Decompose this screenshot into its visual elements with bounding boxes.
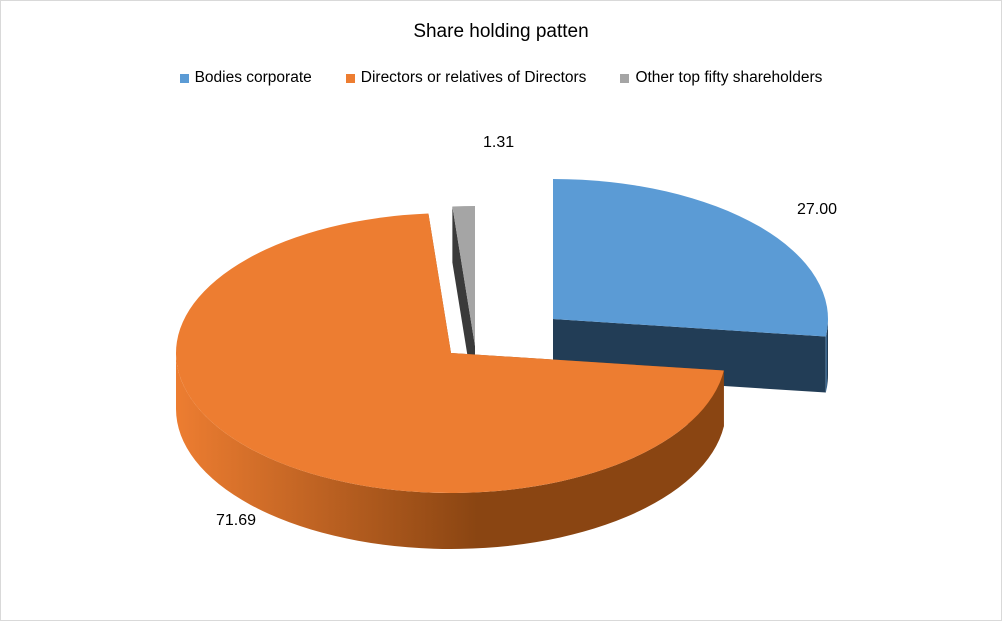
legend-label-directors: Directors or relatives of Directors bbox=[360, 69, 587, 86]
legend-entry-bodies-corporate: Bodies corporate bbox=[179, 69, 312, 87]
pie-slice-side-directors bbox=[176, 353, 724, 549]
pie-slice-bodies-corporate bbox=[553, 179, 828, 337]
data-label-directors: 71.69 bbox=[216, 512, 256, 529]
legend-label-other-top-fifty: Other top fifty shareholders bbox=[635, 69, 823, 86]
data-label-other-top-fifty: 1.31 bbox=[483, 134, 514, 151]
pie-slice-wall-other-top-fifty-0 bbox=[452, 206, 475, 402]
chart-title: Share holding patten bbox=[413, 21, 589, 42]
legend: Bodies corporate Directors or relatives … bbox=[1, 69, 1001, 87]
data-label-bodies-corporate: 27.00 bbox=[797, 201, 837, 218]
legend-swatch-directors bbox=[345, 73, 355, 83]
pie-slice-side-bodies-corporate bbox=[825, 319, 828, 393]
legend-entry-directors: Directors or relatives of Directors bbox=[345, 69, 587, 87]
legend-label-bodies-corporate: Bodies corporate bbox=[194, 69, 312, 86]
pie-slice-directors bbox=[176, 213, 724, 494]
pie-slice-other-top-fifty bbox=[452, 206, 475, 346]
legend-entry-other-top-fifty: Other top fifty shareholders bbox=[620, 69, 822, 87]
legend-swatch-other-top-fifty bbox=[620, 73, 630, 83]
legend-swatch-bodies-corporate bbox=[179, 73, 189, 83]
